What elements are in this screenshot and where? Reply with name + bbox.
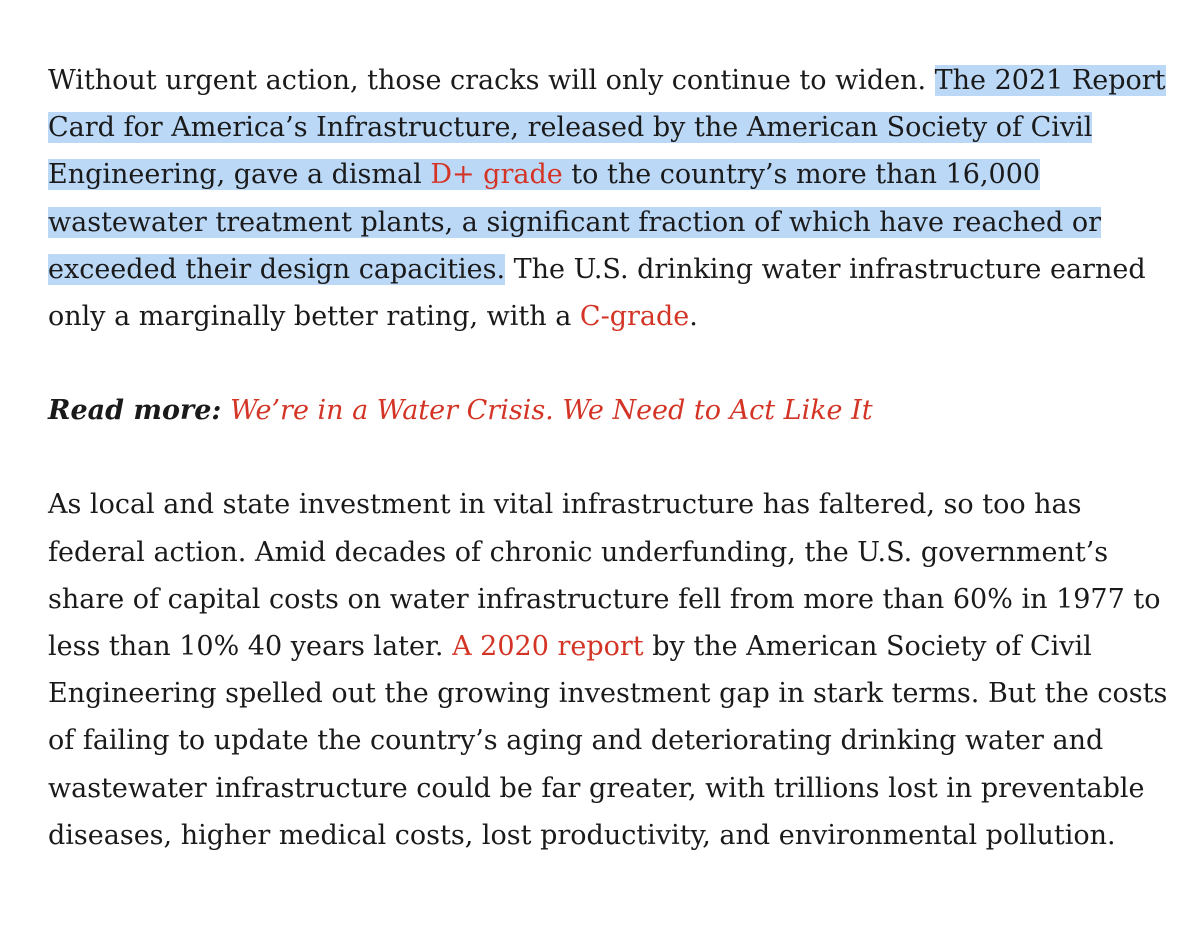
paragraph-report-card: Without urgent action, those cracks will… — [48, 57, 1168, 340]
paragraph-federal-action: As local and state investment in vital i… — [48, 481, 1168, 859]
paragraph-end-text: . — [689, 301, 698, 333]
text-selection-highlight[interactable]: The 2021 Report Card for America’s Infra… — [48, 65, 1166, 285]
read-more-label: Read more: — [48, 395, 222, 427]
highlight-text-start: The 2021 Report Card for America’s Infra… — [48, 65, 1166, 191]
c-minus-grade-link[interactable]: C-grade — [579, 301, 690, 333]
paragraph-intro-text: Without urgent action, those cracks will… — [48, 65, 935, 96]
d-plus-grade-link[interactable]: D+ grade — [430, 159, 563, 191]
2020-report-link[interactable]: A 2020 report — [452, 631, 644, 663]
paragraph2-before-text: As local and state investment in vital i… — [48, 489, 1161, 663]
highlight-text-end: to the country’s more than 16,000 wastew… — [48, 159, 1101, 285]
paragraph-after-text: The U.S. drinking water infrastructure e… — [48, 253, 1146, 333]
read-more-link[interactable]: We’re in a Water Crisis. We Need to Act … — [229, 395, 873, 427]
paragraph2-after-text: by the American Society of Civil Enginee… — [48, 631, 1168, 851]
article-body: Without urgent action, those cracks will… — [48, 57, 1168, 859]
read-more-line: Read more: We’re in a Water Crisis. We N… — [48, 387, 1168, 434]
